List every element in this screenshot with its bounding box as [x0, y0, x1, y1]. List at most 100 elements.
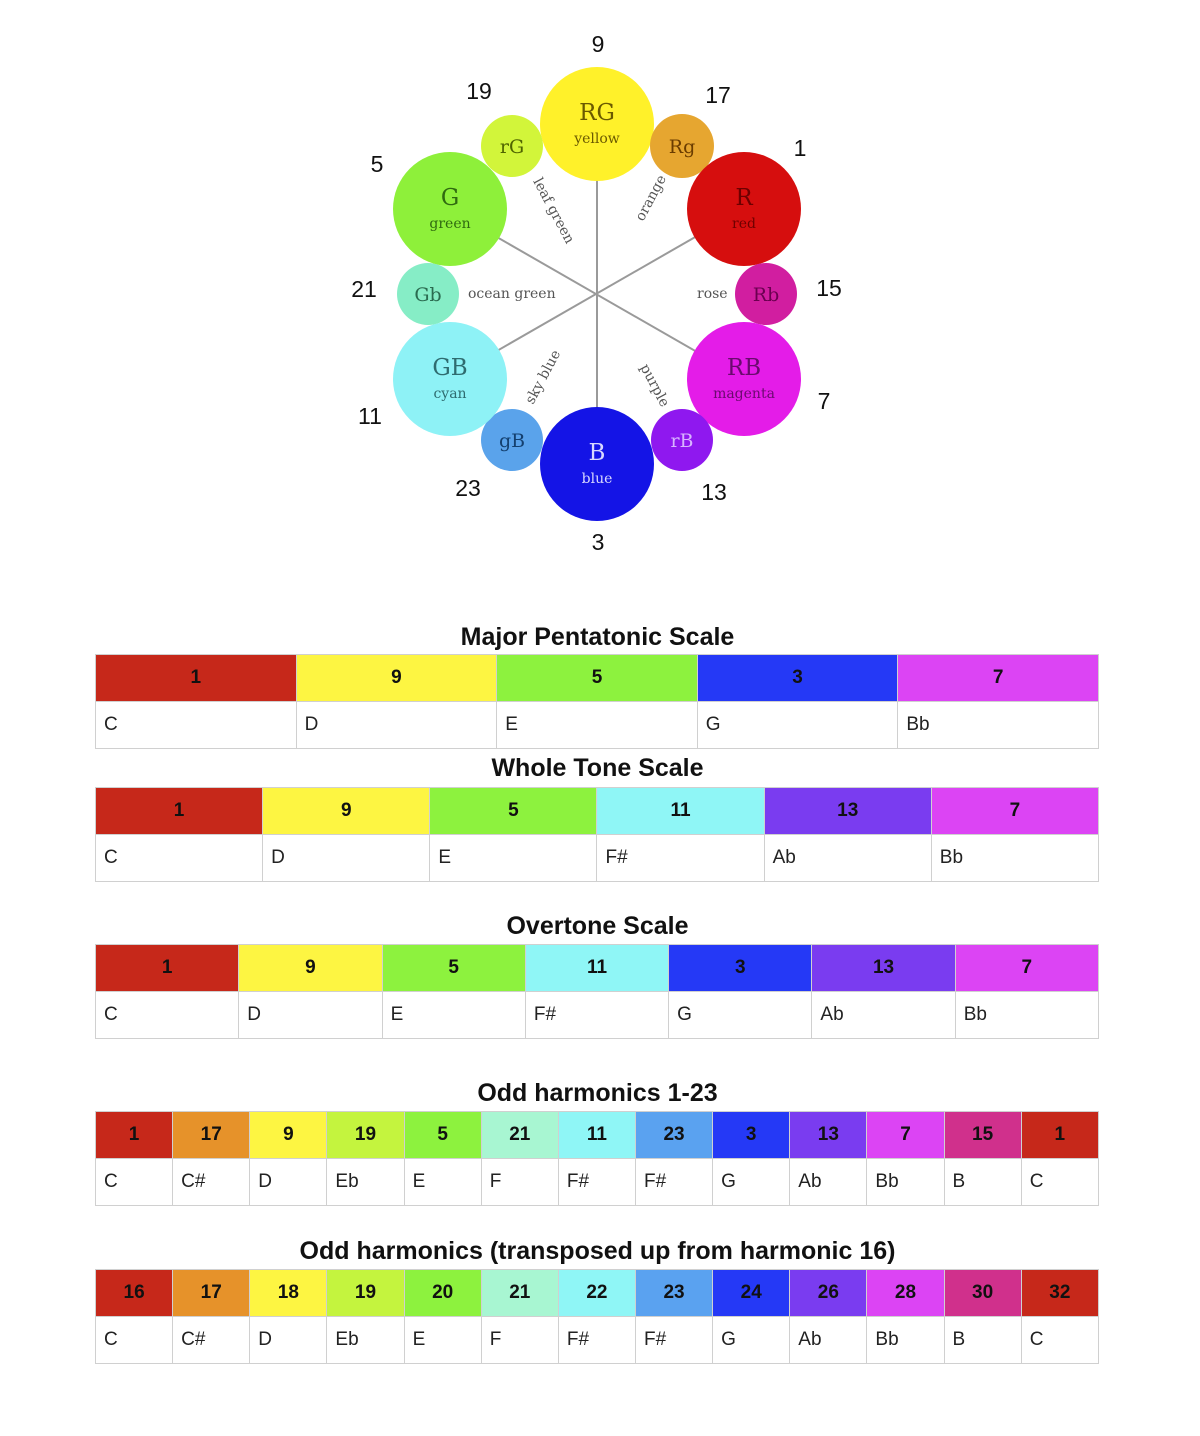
harmonic-cell: 22 — [557, 1269, 636, 1317]
note-cell: G — [712, 1316, 791, 1364]
harmonic-cell: 24 — [712, 1269, 791, 1317]
wheel-circle-fill — [735, 263, 797, 325]
harmonic-cell: 21 — [480, 1269, 559, 1317]
wheel-circle-color-name: red — [732, 216, 756, 232]
harmonic-number-label: 7 — [818, 388, 831, 414]
harmonic-row: 1 17 9 19 5 21 11 23 3 13 7 15 1 — [94, 1111, 1100, 1159]
scale-table: 1 9 5 3 7 C D E G Bb — [95, 654, 1099, 749]
harmonic-row: 16 17 18 19 20 21 22 23 24 26 28 30 32 — [94, 1269, 1100, 1317]
scale-table: 16 17 18 19 20 21 22 23 24 26 28 30 32 C C# D Eb E F F# F# G A… — [94, 1269, 1100, 1364]
note-cell: C — [1020, 1316, 1100, 1364]
harmonic-cell: 5 — [496, 654, 698, 702]
harmonic-cell: 17 — [172, 1111, 251, 1159]
harmonic-cell: 11 — [557, 1111, 636, 1159]
scale-table: 1 17 9 19 5 21 11 23 3 13 7 15 1 C C# D Eb E F F# F# G Ab Bb B C — [94, 1111, 1100, 1206]
harmonic-cell: 26 — [789, 1269, 868, 1317]
note-cell: E — [496, 701, 698, 749]
wheel-circle-label: Rg — [669, 136, 695, 158]
spoke-label-ocean-green: ocean green — [468, 286, 556, 302]
harmonic-number-label: 21 — [351, 276, 377, 302]
harmonic-cell: 3 — [696, 654, 899, 702]
wheel-circle-color-name: yellow — [573, 131, 620, 147]
note-cell: D — [249, 1158, 328, 1206]
note-cell: E — [429, 834, 598, 882]
harmonic-cell: 23 — [634, 1269, 714, 1317]
harmonic-cell: 7 — [954, 944, 1100, 992]
harmonic-cell: 9 — [262, 787, 431, 835]
note-cell: Bb — [930, 834, 1100, 882]
harmonic-cell: 7 — [897, 654, 1099, 702]
spoke-label-orange: orange — [632, 172, 669, 223]
harmonic-cell: 1 — [95, 654, 297, 702]
wheel-circle-color-name: green — [429, 216, 470, 232]
note-cell: Ab — [789, 1158, 868, 1206]
scale-title: Odd harmonics (transposed up from harmon… — [299, 1237, 896, 1265]
note-cell: E — [381, 991, 526, 1039]
note-row: C D E F# G Ab Bb — [94, 991, 1100, 1039]
harmonic-cell: 18 — [249, 1269, 328, 1317]
note-cell: Eb — [326, 1316, 405, 1364]
note-cell: C — [94, 834, 264, 882]
harmonic-number-label: 17 — [705, 82, 731, 108]
harmonic-cell: 13 — [811, 944, 956, 992]
harmonic-cell: 3 — [712, 1111, 791, 1159]
wheel-circle-fill — [687, 152, 801, 266]
wheel-circle-gb: Gb — [397, 263, 459, 325]
wheel-circle-rb: Rb — [735, 263, 797, 325]
note-cell: Eb — [326, 1158, 405, 1206]
wheel-circle-fill — [687, 322, 801, 436]
harmonic-cell: 5 — [381, 944, 526, 992]
spoke-label-purple: purple — [636, 361, 672, 409]
harmonic-cell: 28 — [866, 1269, 945, 1317]
wheel-circle-fill — [540, 67, 654, 181]
harmonic-cell: 5 — [429, 787, 598, 835]
wheel-circle-fill — [540, 407, 654, 521]
scale-title: Overtone Scale — [506, 912, 689, 940]
harmonic-cell: 9 — [238, 944, 383, 992]
note-cell: Bb — [897, 701, 1099, 749]
note-cell: F# — [634, 1316, 714, 1364]
wheel-circle-label: B — [589, 440, 606, 466]
wheel-circle-label: RG — [579, 100, 615, 126]
harmonic-cell: 11 — [524, 944, 670, 992]
note-cell: F# — [634, 1158, 714, 1206]
wheel-circle-rb: rB — [651, 409, 713, 471]
note-cell: C — [95, 701, 297, 749]
wheel-circle-label: G — [441, 185, 459, 211]
note-cell: D — [295, 701, 498, 749]
wheel-circle-rg-primary: RG yellow — [540, 67, 654, 181]
note-cell: F — [480, 1158, 559, 1206]
note-cell: C — [94, 991, 240, 1039]
note-cell: F# — [524, 991, 670, 1039]
harmonic-cell: 7 — [930, 787, 1100, 835]
note-cell: F# — [596, 834, 765, 882]
note-cell: G — [668, 991, 813, 1039]
harmonic-cell: 3 — [668, 944, 813, 992]
note-cell: D — [262, 834, 431, 882]
note-cell: D — [238, 991, 383, 1039]
harmonic-cell: 13 — [789, 1111, 868, 1159]
wheel-circle-rg: rG — [481, 115, 543, 177]
harmonic-cell: 7 — [866, 1111, 945, 1159]
wheel-circle-color-name: magenta — [713, 386, 775, 402]
wheel-circle-label: Gb — [414, 284, 441, 306]
harmonic-cell: 9 — [249, 1111, 328, 1159]
harmonic-cell: 13 — [763, 787, 932, 835]
note-row: C C# D Eb E F F# F# G Ab Bb B C — [94, 1316, 1100, 1364]
harmonic-cell: 1 — [94, 787, 264, 835]
note-cell: B — [943, 1158, 1022, 1206]
harmonic-number-label: 19 — [466, 78, 492, 104]
scale-title: Major Pentatonic Scale — [460, 623, 735, 651]
note-cell: E — [403, 1158, 482, 1206]
wheel-circle-label: rB — [670, 430, 693, 452]
note-cell: B — [943, 1316, 1022, 1364]
spoke-label-leaf-green: leaf green — [529, 175, 577, 246]
harmonic-cell: 16 — [94, 1269, 174, 1317]
scale-title: Odd harmonics 1-23 — [477, 1079, 718, 1107]
note-cell: D — [249, 1316, 328, 1364]
wheel-circle-label: GB — [432, 355, 467, 381]
wheel-circle-fill — [481, 115, 543, 177]
harmonic-number-label: 1 — [794, 135, 807, 161]
